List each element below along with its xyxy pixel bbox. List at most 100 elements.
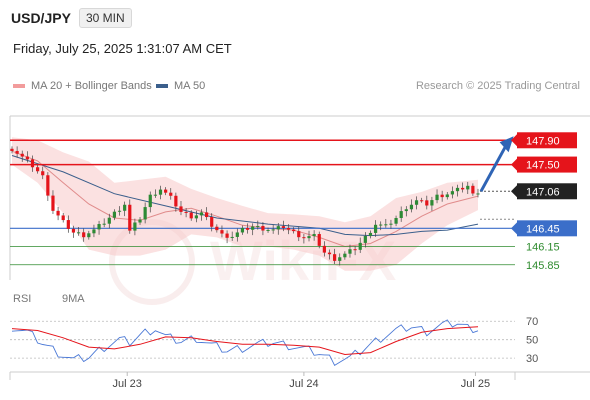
candle-bull	[394, 218, 398, 224]
candle-bear	[281, 226, 286, 228]
candle-bull	[133, 222, 137, 231]
candle-bull	[414, 200, 419, 205]
candle-bear	[333, 254, 337, 261]
ma20-swatch	[13, 84, 25, 89]
candle-bear	[71, 228, 76, 233]
candle-bull	[107, 217, 111, 224]
candle-bull	[430, 200, 434, 206]
candle-bull	[271, 229, 275, 231]
price-tag-147.06: 147.06	[526, 186, 560, 198]
candle-bull	[389, 223, 393, 225]
candle-bull	[87, 233, 91, 238]
candle-bull	[435, 194, 439, 201]
candle-bull	[199, 212, 204, 216]
timestamp: Friday, July 25, 2025 1:31:07 AM CET	[13, 41, 232, 56]
candle-bull	[102, 223, 106, 225]
price-label-146.15: 146.15	[526, 242, 560, 254]
candle-bear	[169, 192, 173, 196]
bollinger-band-layer	[12, 137, 478, 271]
price-tag-pointer-146.45	[511, 222, 517, 235]
rsi-tick-70: 70	[526, 316, 538, 328]
candle-bull	[240, 227, 245, 233]
symbol-title: USD/JPY	[11, 10, 71, 26]
candle-bull	[445, 194, 449, 198]
candle-bull	[384, 224, 388, 226]
candle-bull	[363, 235, 367, 243]
candle-bull	[153, 194, 157, 196]
price-label-145.85: 145.85	[526, 260, 560, 272]
candle-bull	[476, 193, 480, 195]
candle-bear	[15, 150, 19, 154]
candle-bull	[92, 229, 96, 234]
candle-bull	[97, 224, 101, 230]
candle-bear	[30, 159, 35, 168]
candle-bear	[297, 231, 301, 238]
candle-bull	[266, 229, 270, 231]
candle-bull	[138, 219, 142, 223]
rsi-line	[11, 319, 479, 367]
legend-rsi-label: RSI	[13, 293, 32, 305]
candle-bull	[343, 253, 347, 258]
interval-badge[interactable]: 30 MIN	[79, 8, 132, 28]
candle-bull	[235, 232, 239, 237]
candle-bear	[66, 220, 70, 229]
candle-bear	[25, 156, 29, 160]
candle-bear	[179, 206, 183, 212]
candle-bull	[404, 209, 408, 212]
candle-bear	[302, 237, 306, 239]
candle-bear	[425, 200, 429, 206]
candle-bull	[358, 242, 362, 250]
candle-bull	[312, 234, 316, 237]
candle-bear	[82, 232, 86, 238]
candle-bull	[338, 257, 342, 261]
candle-bull	[466, 185, 470, 190]
candle-bull	[194, 215, 198, 219]
research-credit: Research © 2025 Trading Central	[415, 80, 580, 92]
price-tags-layer: 147.90 147.50 147.06 146.45 146.15 145.85	[511, 132, 577, 272]
candle-bear	[174, 195, 178, 207]
candle-bear	[210, 217, 214, 227]
price-tag-bg-146.45	[517, 220, 577, 237]
candle-bear	[440, 194, 444, 198]
candle-bear	[261, 225, 265, 231]
candle-bear	[51, 195, 55, 211]
candle-bear	[245, 227, 250, 230]
candle-bear	[20, 153, 24, 157]
price-tag-147.90: 147.90	[526, 135, 560, 147]
legend-ma20-label: MA 20 + Bollinger Bands	[31, 80, 152, 92]
price-tag-pointer-147.06	[511, 185, 517, 198]
forecast-arrow-head	[499, 136, 514, 153]
candle-bear	[420, 200, 424, 202]
candle-bear	[461, 187, 465, 190]
legend-rsi: RSI	[13, 293, 31, 305]
candle-bear	[41, 171, 45, 176]
legend-ma50-label: MA 50	[174, 80, 206, 92]
candle-bull	[123, 204, 127, 211]
candle-bull	[399, 211, 403, 218]
candle-bear	[184, 211, 188, 213]
candle-bear	[317, 234, 321, 246]
candle-bear	[128, 204, 132, 231]
forecast-arrow-shaft	[479, 145, 507, 193]
candle-bear	[204, 212, 209, 218]
candle-bear	[471, 185, 475, 194]
legend-ma50: MA 50	[156, 80, 205, 92]
candle-bear	[46, 175, 50, 196]
candle-bull	[256, 225, 260, 227]
price-tag-pointer-147.90	[511, 134, 517, 147]
candle-bull	[455, 187, 460, 192]
chart-header: USD/JPY 30 MIN	[0, 0, 590, 40]
x-tick-label: Jul 24	[289, 378, 318, 390]
candle-bull	[373, 224, 378, 233]
x-tick-label: Jul 23	[113, 378, 142, 390]
candle-bull	[230, 236, 234, 238]
candle-bear	[10, 148, 14, 151]
candle-bull	[251, 226, 255, 230]
price-tag-bg-147.06	[517, 183, 577, 200]
ma20-line	[11, 150, 479, 248]
candle-bear	[215, 226, 219, 231]
candle-bear	[189, 212, 193, 219]
candle-bull	[148, 194, 152, 208]
candle-bull	[307, 236, 311, 239]
